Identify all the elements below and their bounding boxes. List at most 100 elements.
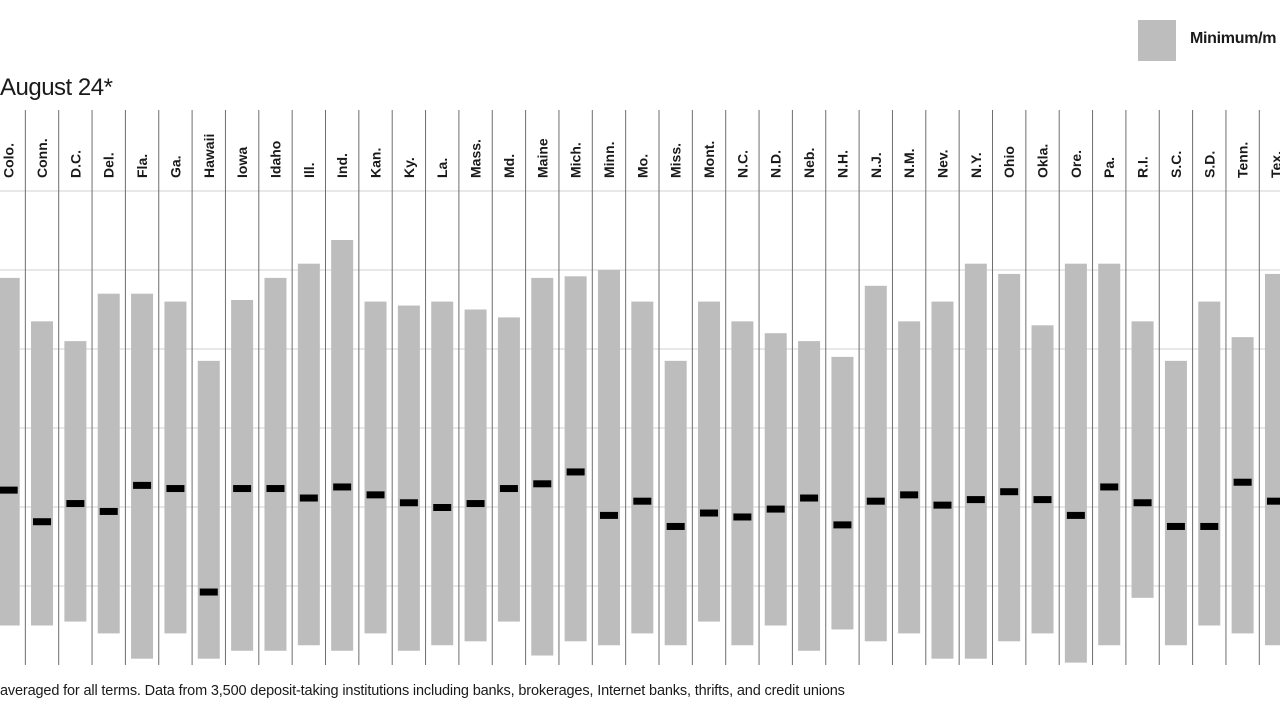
range-bar-iowa <box>231 300 254 651</box>
state-label-tex: Tex. <box>1268 151 1280 178</box>
average-marker-n-y <box>966 496 985 504</box>
average-marker-minn <box>599 511 618 519</box>
average-marker-miss <box>666 522 685 530</box>
average-marker-maine <box>533 480 552 488</box>
average-marker-n-j <box>866 497 885 505</box>
state-label-pa: Pa. <box>1101 157 1117 178</box>
state-label-n-m: N.M. <box>901 148 917 178</box>
average-marker-colo <box>0 486 18 494</box>
range-bar-ind <box>331 239 354 651</box>
state-label-neb: Neb. <box>801 148 817 178</box>
range-bar-miss <box>664 360 687 646</box>
state-label-conn: Conn. <box>34 138 50 178</box>
average-marker-ind <box>333 483 352 491</box>
state-label-mass: Mass. <box>468 139 484 178</box>
average-marker-fla <box>133 481 152 489</box>
state-label-colo: Colo. <box>1 143 17 178</box>
range-bar-conn <box>31 321 54 626</box>
state-label-del: Del. <box>101 152 117 178</box>
range-bar-ohio <box>998 273 1021 642</box>
average-marker-n-c <box>733 513 752 521</box>
average-marker-mass <box>466 500 485 508</box>
state-label-ga: Ga. <box>167 155 183 178</box>
range-bar-md <box>497 317 520 622</box>
state-label-ky: Ky. <box>401 157 417 178</box>
range-bar-n-j <box>864 285 887 642</box>
range-bar-mass <box>464 309 487 642</box>
range-bar-tex <box>1264 273 1280 646</box>
average-marker-iowa <box>233 485 252 493</box>
state-label-mo: Mo. <box>634 154 650 178</box>
average-marker-n-h <box>833 521 852 529</box>
average-marker-mich <box>566 468 585 476</box>
range-bar-okla <box>1031 325 1054 634</box>
average-marker-nev <box>933 501 952 509</box>
range-bar-idaho <box>264 277 287 651</box>
footnote: averaged for all terms. Data from 3,500 … <box>0 683 845 699</box>
range-bar-hawaii <box>197 360 220 659</box>
range-bar-del <box>97 293 120 634</box>
state-label-fla: Fla. <box>134 154 150 178</box>
state-label-n-d: N.D. <box>768 150 784 178</box>
state-label-s-c: S.C. <box>1168 151 1184 178</box>
range-bar-s-c <box>1164 360 1187 646</box>
range-bar-maine <box>531 277 554 656</box>
state-label-miss: Miss. <box>668 143 684 178</box>
state-label-mont: Mont. <box>701 141 717 178</box>
average-marker-del <box>99 507 118 515</box>
average-marker-mont <box>700 509 719 517</box>
state-label-tenn: Tenn. <box>1235 142 1251 178</box>
state-label-nev: Nev. <box>934 149 950 178</box>
average-marker-ky <box>399 499 418 507</box>
range-bar-kan <box>364 301 387 634</box>
state-label-d-c: D.C. <box>67 150 83 178</box>
range-bar-n-c <box>731 321 754 646</box>
average-marker-n-d <box>766 505 785 513</box>
range-bar-mont <box>698 301 721 622</box>
range-bar-nev <box>931 301 954 659</box>
range-bar-n-m <box>898 321 921 634</box>
state-label-hawaii: Hawaii <box>201 134 217 178</box>
average-marker-tenn <box>1233 478 1252 486</box>
range-bar-n-d <box>764 333 787 626</box>
average-marker-md <box>499 485 518 493</box>
state-label-minn: Minn. <box>601 141 617 178</box>
range-bar-minn <box>597 270 620 646</box>
average-marker-pa <box>1100 483 1119 491</box>
state-label-ore: Ore. <box>1068 150 1084 178</box>
range-bar-ky <box>397 305 420 651</box>
legend-label: Minimum/m <box>1190 30 1277 47</box>
range-bar-s-d <box>1198 301 1221 626</box>
average-marker-ill <box>299 494 318 502</box>
average-marker-neb <box>800 494 819 502</box>
range-bar-ore <box>1064 263 1087 663</box>
state-label-iowa: Iowa <box>234 147 250 178</box>
range-bar-la <box>431 301 454 646</box>
average-marker-tex <box>1266 497 1280 505</box>
state-label-n-h: N.H. <box>834 150 850 178</box>
state-label-ohio: Ohio <box>1001 146 1017 178</box>
state-label-n-y: N.Y. <box>968 152 984 178</box>
state-label-n-c: N.C. <box>734 150 750 178</box>
state-label-okla: Okla. <box>1035 144 1051 178</box>
state-label-la: La. <box>434 158 450 178</box>
range-bar-fla <box>131 293 154 659</box>
average-marker-r-i <box>1133 499 1152 507</box>
average-marker-s-d <box>1200 522 1219 530</box>
range-bar-pa <box>1098 263 1121 646</box>
average-marker-okla <box>1033 496 1052 504</box>
average-marker-la <box>433 504 452 511</box>
state-label-ill: Ill. <box>301 162 317 178</box>
state-label-kan: Kan. <box>368 148 384 178</box>
range-bar-d-c <box>64 341 87 622</box>
range-bar-n-h <box>831 356 854 630</box>
state-label-n-j: N.J. <box>868 152 884 178</box>
state-label-maine: Maine <box>534 138 550 178</box>
state-label-mich: Mich. <box>568 142 584 178</box>
average-marker-d-c <box>66 500 85 508</box>
range-bar-colo <box>0 277 20 626</box>
average-marker-ore <box>1066 511 1085 519</box>
average-marker-hawaii <box>199 588 218 596</box>
range-bar-ill <box>297 263 320 646</box>
